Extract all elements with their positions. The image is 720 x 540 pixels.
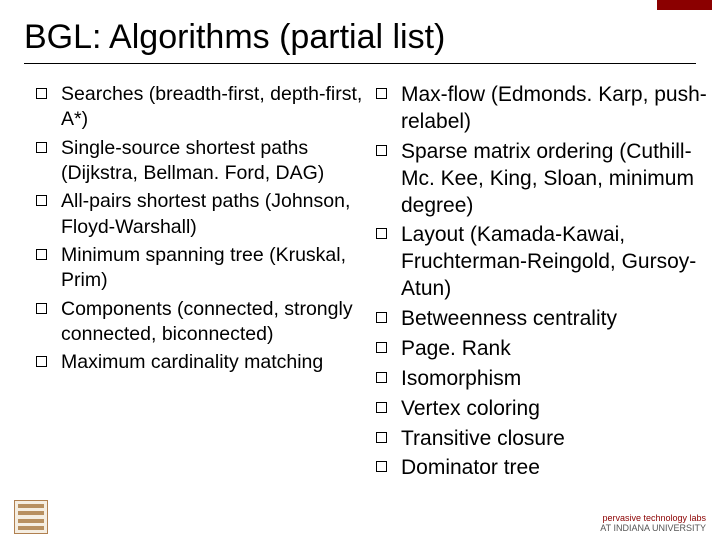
square-bullet-icon [376,432,387,443]
list-item: Maximum cardinality matching [36,350,368,375]
list-item: Single-source shortest paths (Dijkstra, … [36,136,368,187]
square-bullet-icon [376,88,387,99]
square-bullet-icon [36,195,47,206]
lab-logo-line2: AT INDIANA UNIVERSITY [600,524,706,534]
square-bullet-icon [36,249,47,260]
list-item: Minimum spanning tree (Kruskal, Prim) [36,243,368,294]
title-block: BGL: Algorithms (partial list) [0,0,720,70]
square-bullet-icon [376,228,387,239]
content-columns: Searches (breadth-first, depth-first, A*… [0,70,720,485]
list-item-text: Components (connected, strongly connecte… [61,297,368,348]
list-item-text: Single-source shortest paths (Dijkstra, … [61,136,368,187]
university-seal-icon [14,500,48,534]
list-item-text: Minimum spanning tree (Kruskal, Prim) [61,243,368,294]
list-item-text: Betweenness centrality [401,306,617,333]
list-item: Max-flow (Edmonds. Karp, push-relabel) [376,82,708,136]
square-bullet-icon [376,312,387,323]
list-item: All-pairs shortest paths (Johnson, Floyd… [36,189,368,240]
list-item-text: Maximum cardinality matching [61,350,323,375]
list-item-text: Isomorphism [401,366,521,393]
list-item: Components (connected, strongly connecte… [36,297,368,348]
square-bullet-icon [36,356,47,367]
list-item-text: Layout (Kamada-Kawai, Fruchterman-Reingo… [401,222,708,303]
square-bullet-icon [376,372,387,383]
list-item-text: Transitive closure [401,426,565,453]
list-item: Searches (breadth-first, depth-first, A*… [36,82,368,133]
list-item: Betweenness centrality [376,306,708,333]
list-item: Vertex coloring [376,396,708,423]
list-item: Dominator tree [376,455,708,482]
right-column: Max-flow (Edmonds. Karp, push-relabel)Sp… [376,82,708,485]
square-bullet-icon [36,88,47,99]
slide-title: BGL: Algorithms (partial list) [24,18,696,61]
list-item: Sparse matrix ordering (Cuthill-Mc. Kee,… [376,139,708,220]
list-item-text: Max-flow (Edmonds. Karp, push-relabel) [401,82,708,136]
list-item: Isomorphism [376,366,708,393]
square-bullet-icon [376,402,387,413]
list-item: Layout (Kamada-Kawai, Fruchterman-Reingo… [376,222,708,303]
list-item-text: Vertex coloring [401,396,540,423]
list-item-text: All-pairs shortest paths (Johnson, Floyd… [61,189,368,240]
list-item: Transitive closure [376,426,708,453]
left-column: Searches (breadth-first, depth-first, A*… [36,82,368,485]
list-item-text: Dominator tree [401,455,540,482]
footer: pervasive technology labs AT INDIANA UNI… [14,500,706,534]
list-item-text: Page. Rank [401,336,511,363]
accent-bar [657,0,712,10]
square-bullet-icon [376,145,387,156]
square-bullet-icon [36,303,47,314]
list-item-text: Sparse matrix ordering (Cuthill-Mc. Kee,… [401,139,708,220]
list-item: Page. Rank [376,336,708,363]
square-bullet-icon [376,342,387,353]
title-rule [24,63,696,64]
list-item-text: Searches (breadth-first, depth-first, A*… [61,82,368,133]
square-bullet-icon [376,461,387,472]
square-bullet-icon [36,142,47,153]
lab-logo: pervasive technology labs AT INDIANA UNI… [600,514,706,534]
